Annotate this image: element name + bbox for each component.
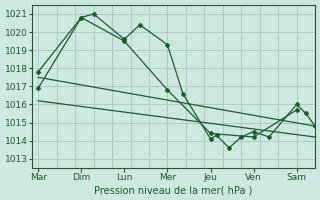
X-axis label: Pression niveau de la mer( hPa ): Pression niveau de la mer( hPa ) [94,185,253,195]
